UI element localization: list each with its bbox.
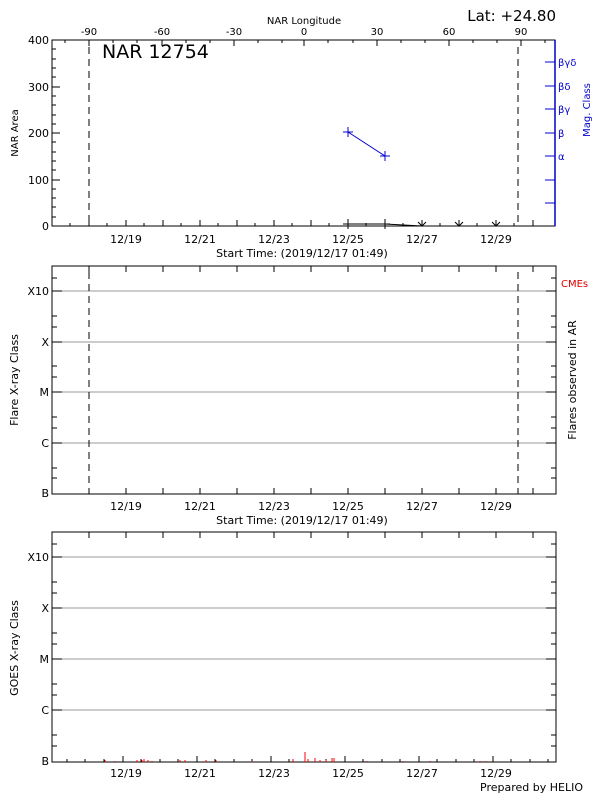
svg-text:12/19: 12/19 <box>110 767 142 780</box>
svg-text:12/25: 12/25 <box>332 233 364 246</box>
goes-flux-series <box>104 752 487 762</box>
goes-class-tick-labels: X10 X M C B <box>27 551 49 768</box>
svg-text:0: 0 <box>42 220 49 233</box>
mag-class-tick-labels: βγδ βδ βγ β α <box>558 58 576 163</box>
svg-text:12/21: 12/21 <box>184 500 216 513</box>
svg-text:B: B <box>41 487 49 500</box>
svg-text:300: 300 <box>28 81 49 94</box>
svg-text:C: C <box>41 704 49 717</box>
svg-text:-90: -90 <box>81 27 97 38</box>
latitude-label: Lat: +24.80 <box>467 7 556 25</box>
svg-text:12/29: 12/29 <box>480 767 512 780</box>
panel-flare-class: X10 X M C B Flare X-ray Class CMEs Flare… <box>8 265 588 527</box>
svg-text:12/29: 12/29 <box>480 233 512 246</box>
svg-text:X10: X10 <box>27 285 49 298</box>
svg-text:-30: -30 <box>226 27 242 38</box>
p1-x-axis-title: Start Time: (2019/12/17 01:49) <box>216 247 388 260</box>
mag-class-axis-label: Mag. Class <box>582 83 593 137</box>
svg-text:12/23: 12/23 <box>258 500 290 513</box>
svg-text:X10: X10 <box>27 551 49 564</box>
svg-text:-60: -60 <box>154 27 170 38</box>
svg-text:0: 0 <box>301 27 307 38</box>
region-title: NAR 12754 <box>102 41 209 63</box>
svg-text:12/23: 12/23 <box>258 233 290 246</box>
svg-text:12/27: 12/27 <box>406 233 438 246</box>
longitude-tick-labels: -90 -60 -30 0 30 60 90 <box>81 27 528 38</box>
svg-text:B: B <box>41 755 49 768</box>
svg-text:β: β <box>558 129 564 140</box>
svg-text:30: 30 <box>371 27 384 38</box>
svg-text:12/25: 12/25 <box>332 767 364 780</box>
flare-class-axis-label: Flare X-ray Class <box>8 334 21 426</box>
svg-text:12/21: 12/21 <box>184 767 216 780</box>
area-series <box>343 219 501 229</box>
svg-text:90: 90 <box>515 27 528 38</box>
mag-class-series <box>343 127 390 161</box>
svg-text:12/27: 12/27 <box>406 500 438 513</box>
svg-text:100: 100 <box>28 174 49 187</box>
svg-text:X: X <box>41 336 49 349</box>
svg-text:12/19: 12/19 <box>110 233 142 246</box>
svg-text:M: M <box>40 653 50 666</box>
svg-text:βδ: βδ <box>558 82 571 93</box>
area-axis-label: NAR Area <box>10 109 21 156</box>
svg-text:M: M <box>40 386 50 399</box>
svg-text:12/25: 12/25 <box>332 500 364 513</box>
svg-text:12/19: 12/19 <box>110 500 142 513</box>
svg-text:60: 60 <box>443 27 456 38</box>
flare-class-tick-labels: X10 X M C B <box>27 285 49 500</box>
flares-observed-label: Flares observed in AR <box>566 320 579 440</box>
p1-date-tick-labels: 12/19 12/21 12/23 12/25 12/27 12/29 <box>110 233 512 246</box>
svg-text:C: C <box>41 437 49 450</box>
svg-text:12/23: 12/23 <box>258 767 290 780</box>
p3-date-tick-labels: 12/19 12/21 12/23 12/25 12/27 12/29 <box>110 767 512 780</box>
area-tick-labels: 400 300 200 100 0 <box>28 34 49 233</box>
goes-class-axis-label: GOES X-ray Class <box>8 600 21 696</box>
svg-text:12/21: 12/21 <box>184 233 216 246</box>
longitude-axis-title: NAR Longitude <box>267 16 341 27</box>
cme-legend: CMEs <box>561 279 588 290</box>
footer-credit: Prepared by HELIO <box>480 781 583 794</box>
svg-text:X: X <box>41 602 49 615</box>
svg-text:βγ: βγ <box>558 105 570 116</box>
svg-text:12/27: 12/27 <box>406 767 438 780</box>
svg-text:200: 200 <box>28 127 49 140</box>
panel-goes-class: X10 X M C B GOES X-ray Class 12/19 12/21… <box>8 531 557 780</box>
panel-nar-area: 400 300 200 100 0 NAR Area NAR 1275 <box>10 34 593 260</box>
svg-text:400: 400 <box>28 34 49 47</box>
svg-text:βγδ: βγδ <box>558 58 576 69</box>
p2-x-axis-title: Start Time: (2019/12/17 01:49) <box>216 514 388 527</box>
svg-text:α: α <box>558 152 565 163</box>
svg-text:12/29: 12/29 <box>480 500 512 513</box>
p2-date-tick-labels: 12/19 12/21 12/23 12/25 12/27 12/29 <box>110 500 512 513</box>
